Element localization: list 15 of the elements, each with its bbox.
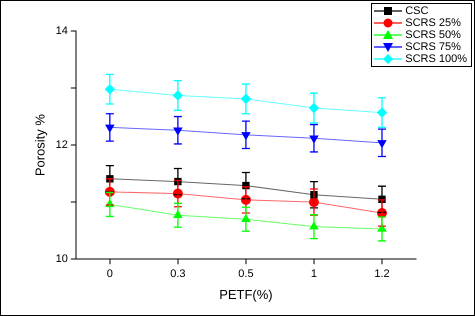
legend-label: SCRS 50% [405,29,461,42]
y-tick-label: 14 [56,25,68,38]
x-tick-label: 0.3 [170,268,186,280]
legend-label: SCRS 75% [405,41,461,54]
legend-label: SCRS 100% [405,53,467,66]
x-axis-title: PETF(%) [219,286,273,302]
x-tick-label: 0.5 [238,268,254,280]
x-tick-label: 1.2 [374,268,390,280]
legend-label: CSC [405,5,428,17]
x-tick-label: 0 [106,268,113,280]
x-tick-label: 1 [310,268,318,280]
y-axis-title: Porosity % [32,114,48,176]
y-tick-label: 10 [56,253,68,266]
y-tick-label: 12 [56,139,68,152]
legend-label: SCRS 25% [405,17,461,30]
